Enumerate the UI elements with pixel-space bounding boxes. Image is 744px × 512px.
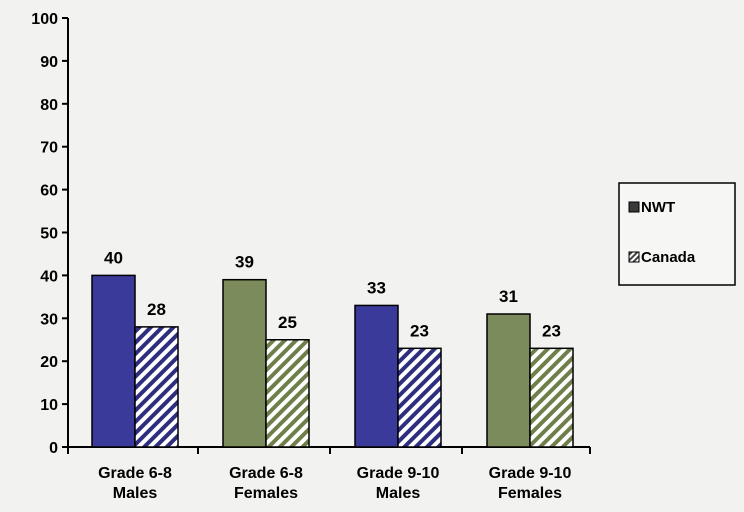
y-tick-label: 70 [40,140,58,157]
data-label: 23 [542,321,561,340]
y-tick-label: 20 [40,354,58,371]
data-label: 25 [278,313,297,332]
bar-canada-3 [397,347,442,448]
data-label: 28 [147,300,166,319]
y-tick-label: 50 [40,226,58,243]
x-category-label: Grade 6-8 Females [229,465,303,502]
y-tick-label: 30 [40,311,58,328]
y-tick-label: 10 [40,397,58,414]
legend-label-canada: Canada [641,249,696,266]
data-label: 23 [410,321,429,340]
x-category-label: Grade 6-8 Males [98,465,172,502]
y-tick-label: 90 [40,54,58,71]
y-tick-label: 80 [40,97,58,114]
data-label: 33 [367,278,386,297]
bar-canada-4 [529,347,574,448]
legend: NWT Canada [618,182,736,286]
data-label: 39 [235,253,254,272]
bar-nwt-1 [91,274,136,448]
plot-area: 0 10 20 30 40 50 60 70 80 90 100 40 28 Grade 6-8 Males… [31,11,591,502]
legend-box [618,182,736,286]
y-tick-label: 40 [40,268,58,285]
data-label: 40 [104,248,123,267]
bar-nwt-4 [486,313,531,448]
y-tick-label: 100 [31,11,58,28]
y-tick-label: 60 [40,183,58,200]
bar-nwt-3 [354,304,399,448]
bar-canada-1 [134,326,179,448]
legend-swatch-nwt [628,201,640,213]
y-tick-label: 0 [49,440,58,457]
legend-swatch-canada [628,251,640,263]
data-label: 31 [499,287,518,306]
legend-label-nwt: NWT [641,199,675,216]
bar-nwt-2 [222,278,267,448]
x-category-label: Grade 9-10 Females [489,465,572,502]
x-category-label: Grade 9-10 Males [357,465,440,502]
bar-canada-2 [265,339,310,448]
